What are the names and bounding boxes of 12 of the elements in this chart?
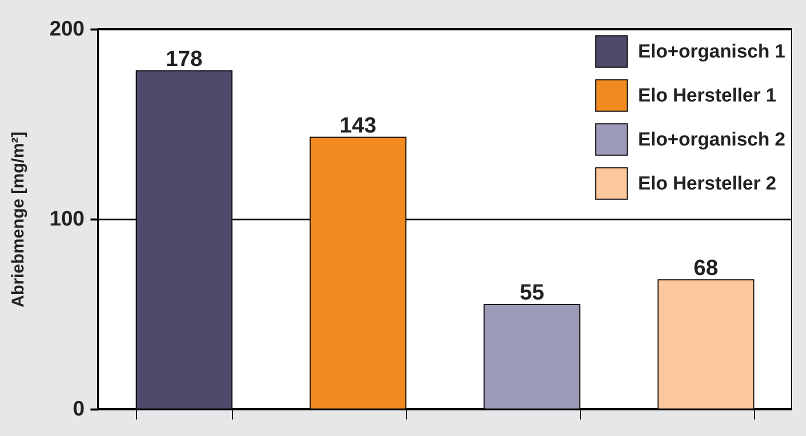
y-tick-label: 100 <box>49 208 84 230</box>
legend-label: Elo Hersteller 2 <box>638 174 776 194</box>
data-label: 143 <box>340 112 376 138</box>
y-tick-label: 200 <box>49 18 84 40</box>
legend-label: Elo+organisch 1 <box>638 42 786 62</box>
data-label: 178 <box>166 46 202 71</box>
legend-label: Elo Hersteller 1 <box>638 86 777 106</box>
data-label: 55 <box>520 280 544 304</box>
y-axis-title: Abriebmenge [mg/m²] <box>8 132 28 308</box>
legend-label: Elo+organisch 2 <box>638 130 786 150</box>
data-label: 68 <box>694 254 718 280</box>
y-tick-label: 0 <box>72 398 84 420</box>
